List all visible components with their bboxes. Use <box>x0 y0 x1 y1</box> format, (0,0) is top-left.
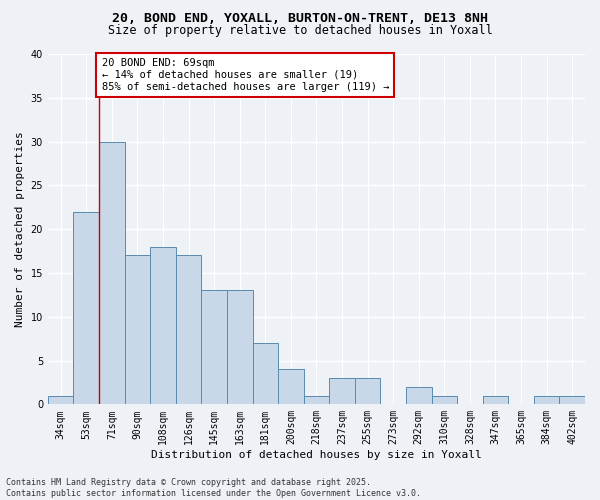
Text: Size of property relative to detached houses in Yoxall: Size of property relative to detached ho… <box>107 24 493 37</box>
Bar <box>278 370 304 404</box>
Bar <box>253 343 278 404</box>
Text: 20, BOND END, YOXALL, BURTON-ON-TRENT, DE13 8NH: 20, BOND END, YOXALL, BURTON-ON-TRENT, D… <box>112 12 488 26</box>
Bar <box>99 142 125 404</box>
Bar <box>125 256 150 404</box>
Bar <box>329 378 355 404</box>
Bar <box>355 378 380 404</box>
Bar <box>534 396 559 404</box>
Bar <box>150 246 176 404</box>
Y-axis label: Number of detached properties: Number of detached properties <box>15 132 25 327</box>
Bar <box>304 396 329 404</box>
Bar <box>559 396 585 404</box>
Bar <box>406 387 431 404</box>
Bar <box>202 290 227 405</box>
Bar <box>48 396 73 404</box>
Bar <box>482 396 508 404</box>
Text: Contains HM Land Registry data © Crown copyright and database right 2025.
Contai: Contains HM Land Registry data © Crown c… <box>6 478 421 498</box>
Bar <box>227 290 253 405</box>
Bar <box>73 212 99 404</box>
X-axis label: Distribution of detached houses by size in Yoxall: Distribution of detached houses by size … <box>151 450 482 460</box>
Text: 20 BOND END: 69sqm
← 14% of detached houses are smaller (19)
85% of semi-detache: 20 BOND END: 69sqm ← 14% of detached hou… <box>101 58 389 92</box>
Bar <box>176 256 202 404</box>
Bar <box>431 396 457 404</box>
